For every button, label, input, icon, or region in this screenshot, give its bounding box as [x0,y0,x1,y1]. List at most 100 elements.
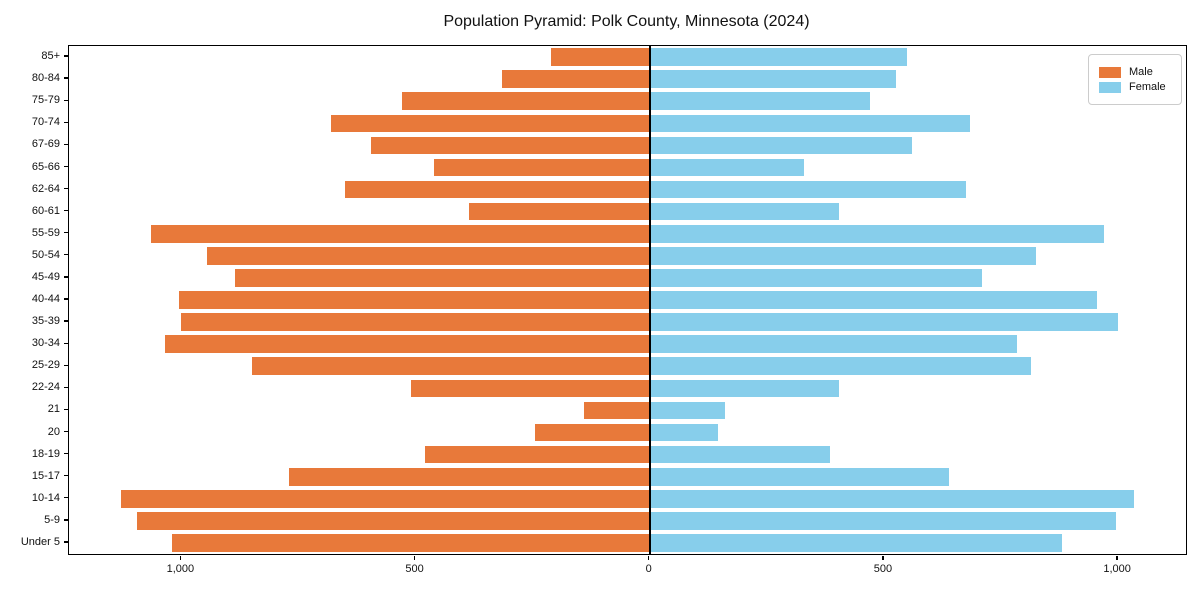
y-tick-mark [64,210,68,212]
y-axis-age-label: 40-44 [31,293,60,305]
male-bar [551,48,650,66]
y-tick-mark [64,408,68,411]
y-tick-mark [64,497,68,499]
male-bar [371,136,650,155]
y-axis-age-label: 85+ [41,50,60,62]
legend-label-female: Female [1129,81,1166,93]
y-axis-age-label: 70-74 [31,116,60,129]
y-axis-age-label: 65-66 [31,160,60,173]
x-tick-label: 500 [405,563,424,575]
x-tick-label: 500 [873,563,893,575]
female-bar [649,313,1118,331]
male-bar [151,224,650,243]
female-bar [649,445,830,464]
y-tick-mark [64,364,68,366]
female-bar [649,489,1135,508]
y-tick-mark [64,143,68,146]
y-axis-age-label: 50-54 [31,248,60,261]
y-tick-mark [64,342,68,344]
female-bar [649,92,870,111]
y-tick-mark [64,298,68,300]
female-bar [649,202,840,221]
y-tick-mark [64,121,68,123]
male-bar [251,357,650,376]
x-tick-mark [413,556,416,560]
y-axis-age-label: 30-34 [31,337,60,350]
y-tick-mark [64,386,68,388]
female-bar [649,467,950,486]
legend: Male Female [1088,54,1182,105]
y-axis-age-label: 22-24 [31,381,60,394]
male-bar [535,423,650,442]
y-axis-age-label: 20 [47,425,60,438]
y-axis-age-label: 67-69 [31,138,60,151]
x-tick-mark [882,556,884,560]
chart-title: Population Pyramid: Polk County, Minneso… [443,13,810,30]
legend-item-male: Male [1099,66,1171,78]
y-tick-mark [64,232,68,234]
y-axis-age-label: 80-84 [31,72,60,85]
male-bar [434,158,650,177]
female-bar [649,48,908,66]
y-axis-age-label: 25-29 [31,359,60,372]
y-tick-mark [64,254,68,256]
legend-item-female: Female [1099,81,1171,93]
x-tick-label: 1,000 [166,563,195,575]
y-tick-mark [64,541,68,543]
female-bar [649,534,1062,552]
zero-axis-line [649,46,651,554]
y-tick-mark [64,187,68,190]
y-tick-mark [64,55,68,57]
female-bar [649,136,912,155]
y-tick-mark [64,320,68,322]
male-bar [235,269,650,287]
male-bar [410,379,650,398]
male-bar [165,335,650,353]
legend-label-male: Male [1129,66,1153,78]
x-tick-mark [1116,556,1118,560]
female-bar [649,423,718,442]
male-bar [584,401,650,420]
female-swatch-icon [1099,81,1121,93]
y-axis-age-label: Under 5 [20,536,60,548]
female-bar [649,401,725,420]
y-tick-mark [64,452,68,455]
male-bar [289,467,650,486]
male-bar [179,291,650,309]
male-bar [207,247,650,265]
male-bar [401,92,650,111]
female-bar [649,180,966,199]
male-bar [136,512,650,530]
y-axis-age-label: 45-49 [31,270,60,283]
y-tick-mark [64,99,68,101]
female-bar [649,114,971,133]
y-axis-age-label: 10-14 [31,491,60,504]
female-bar [649,291,1097,309]
female-bar [649,335,1018,353]
female-bar [649,158,805,177]
female-bar [649,70,896,88]
male-bar [172,534,650,552]
x-tick-mark [179,556,182,560]
y-tick-mark [64,77,68,79]
female-bar [649,512,1116,530]
male-bar [120,489,650,508]
female-bar [649,379,840,398]
male-swatch-icon [1099,66,1121,78]
y-axis-age-label: 60-61 [31,204,60,217]
female-bar [649,224,1104,243]
male-bar [502,70,650,88]
y-tick-mark [64,165,68,168]
y-axis-age-label: 55-59 [31,226,60,239]
y-axis-age-label: 21 [47,403,60,416]
x-tick-label: 1,000 [1103,563,1131,575]
male-bar [469,202,650,221]
male-bar [345,180,650,199]
female-bar [649,247,1037,265]
female-bar [649,357,1032,376]
y-axis-age-label: 15-17 [31,469,60,482]
x-tick-label: 0 [645,563,652,575]
y-axis-age-label: 62-64 [31,182,60,195]
male-bar [331,114,650,133]
